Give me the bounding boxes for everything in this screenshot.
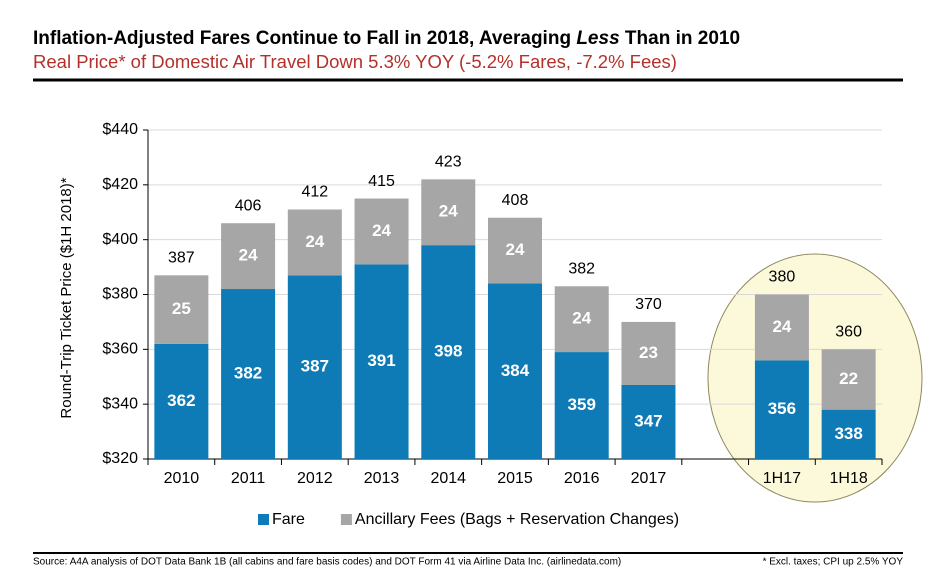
total-label: 408	[502, 192, 529, 209]
bar-segment	[488, 283, 542, 459]
source: Source: A4A analysis of DOT Data Bank 1B…	[33, 557, 621, 568]
segment-label: 24	[239, 246, 258, 265]
total-label: 387	[168, 250, 195, 267]
bar-segment	[821, 409, 876, 459]
segment-label: 359	[568, 395, 596, 414]
total-label: 423	[435, 154, 462, 171]
segment-label: 24	[506, 240, 525, 259]
legend-swatch	[258, 514, 269, 525]
total-label: 412	[301, 184, 328, 201]
x-tick-label: 1H18	[830, 470, 868, 487]
y-tick-label: $320	[102, 450, 138, 467]
bar-segment	[754, 294, 809, 361]
bar-segment	[488, 217, 542, 284]
segment-label: 24	[772, 317, 791, 336]
x-tick-label: 2012	[297, 470, 333, 487]
chart-subtitle: Real Price* of Domestic Air Travel Down …	[33, 51, 677, 72]
segment-label: 24	[372, 221, 391, 240]
total-label: 380	[769, 269, 796, 286]
x-tick-label: 2013	[364, 470, 400, 487]
title-part: Inflation-Adjusted Fares Continue to Fal…	[33, 28, 576, 49]
bar-segment	[554, 286, 609, 353]
bar-segment	[754, 360, 809, 459]
segment-label: 382	[234, 363, 262, 382]
bar-segment	[354, 198, 409, 265]
segment-label: 22	[839, 369, 858, 388]
chart-title: Inflation-Adjusted Fares Continue to Fal…	[33, 28, 740, 49]
total-label: 406	[235, 197, 262, 214]
legend-label: Ancillary Fees (Bags + Reservation Chang…	[355, 511, 679, 528]
segment-label: 24	[572, 309, 591, 328]
segment-label: 23	[639, 343, 658, 362]
bar-segment	[821, 349, 876, 410]
footnote: * Excl. taxes; CPI up 2.5% YOY	[763, 557, 904, 568]
segment-label: 24	[305, 232, 324, 251]
segment-label: 24	[439, 202, 458, 221]
bar-segment	[421, 245, 476, 459]
segment-label: 387	[301, 357, 329, 376]
segment-label: 347	[634, 411, 662, 430]
y-tick-label: $340	[102, 395, 138, 412]
legend-label: Fare	[272, 511, 305, 528]
x-tick-label: 2015	[497, 470, 533, 487]
title-part: Than in 2010	[620, 28, 740, 49]
bar-segment	[221, 289, 276, 459]
x-tick-label: 2010	[164, 470, 200, 487]
y-axis-label: Round-Trip Ticket Price ($1H 2018)*	[58, 177, 75, 418]
segment-label: 384	[501, 361, 530, 380]
bar-segment	[221, 223, 276, 290]
segment-label: 391	[367, 351, 395, 370]
total-label: 360	[835, 324, 862, 341]
y-tick-label: $400	[102, 231, 138, 248]
bar-segment	[287, 209, 342, 276]
y-tick-label: $380	[102, 286, 138, 303]
x-tick-label: 2014	[430, 470, 466, 487]
x-tick-label: 2011	[231, 470, 266, 487]
segment-label: 356	[768, 399, 796, 418]
legend-swatch	[340, 514, 352, 525]
total-label: 370	[635, 296, 662, 313]
bar-segment	[154, 343, 209, 459]
bar-segment	[287, 275, 342, 459]
segment-label: 338	[834, 424, 862, 443]
bar-segment	[621, 321, 676, 385]
x-tick-label: 2016	[564, 470, 600, 487]
total-label: 415	[368, 173, 395, 190]
total-label: 382	[568, 260, 595, 277]
bar-segment	[421, 179, 476, 246]
segment-label: 398	[434, 342, 462, 361]
bar-segment	[554, 352, 609, 459]
x-tick-label: 1H17	[763, 470, 801, 487]
segment-label: 25	[172, 299, 191, 318]
segment-label: 362	[167, 391, 195, 410]
y-tick-label: $360	[102, 341, 138, 358]
title-part: Less	[576, 28, 619, 49]
bar-segment	[154, 275, 209, 344]
y-tick-label: $420	[102, 176, 138, 193]
bar-segment	[621, 384, 676, 459]
bar-segment	[354, 264, 409, 459]
x-tick-label: 2017	[631, 470, 667, 487]
y-tick-label: $440	[102, 121, 138, 138]
